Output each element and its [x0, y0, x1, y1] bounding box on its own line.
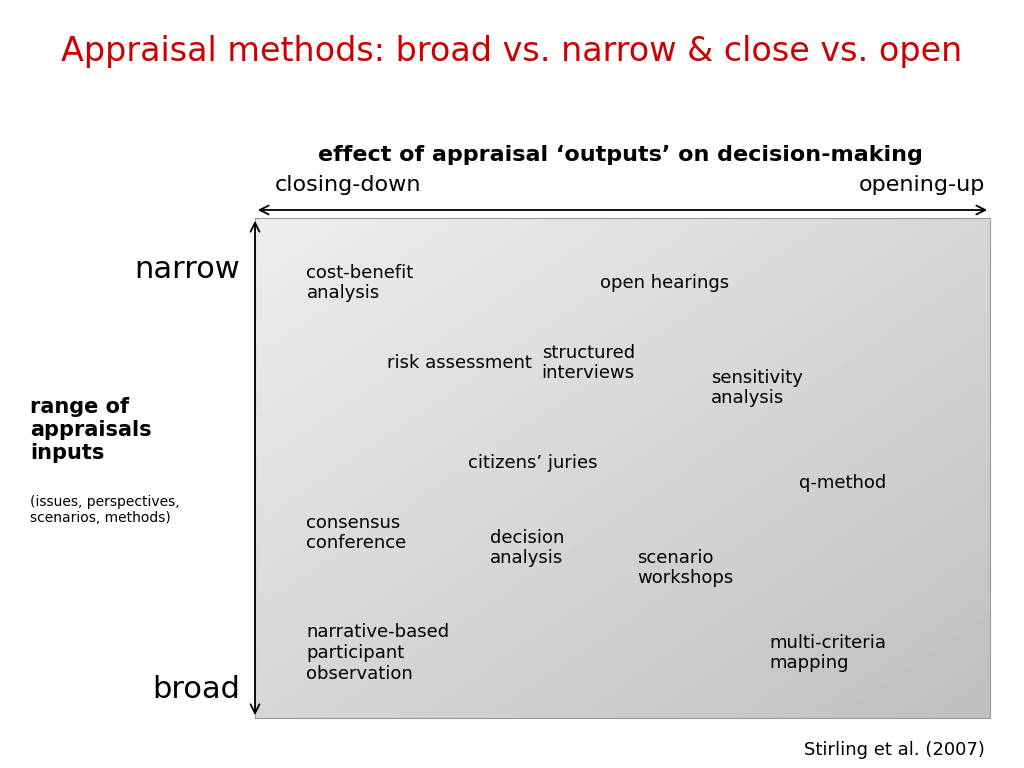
Text: narrative-based
participant
observation: narrative-based participant observation [306, 623, 450, 683]
Text: citizens’ juries: citizens’ juries [468, 454, 598, 472]
Text: consensus
conference: consensus conference [306, 514, 407, 552]
Text: decision
analysis: decision analysis [490, 528, 564, 568]
Text: (issues, perspectives,
scenarios, methods): (issues, perspectives, scenarios, method… [30, 495, 179, 525]
Text: opening-up: opening-up [859, 175, 985, 195]
Text: broad: broad [153, 676, 240, 704]
Text: range of
appraisals
inputs: range of appraisals inputs [30, 397, 152, 463]
Text: Stirling et al. (2007): Stirling et al. (2007) [804, 741, 985, 759]
Text: risk assessment: risk assessment [387, 354, 532, 372]
Text: cost-benefit
analysis: cost-benefit analysis [306, 263, 414, 303]
Text: closing-down: closing-down [275, 175, 422, 195]
Text: sensitivity
analysis: sensitivity analysis [711, 369, 803, 407]
Text: Appraisal methods: broad vs. narrow & close vs. open: Appraisal methods: broad vs. narrow & cl… [61, 35, 963, 68]
Text: scenario
workshops: scenario workshops [637, 548, 733, 588]
Text: narrow: narrow [134, 256, 240, 284]
Text: open hearings: open hearings [600, 274, 729, 292]
Text: q-method: q-method [799, 474, 886, 492]
Text: effect of appraisal ‘outputs’ on decision-making: effect of appraisal ‘outputs’ on decisio… [317, 145, 923, 165]
Text: structured
interviews: structured interviews [542, 343, 635, 382]
Text: multi-criteria
mapping: multi-criteria mapping [769, 634, 887, 673]
